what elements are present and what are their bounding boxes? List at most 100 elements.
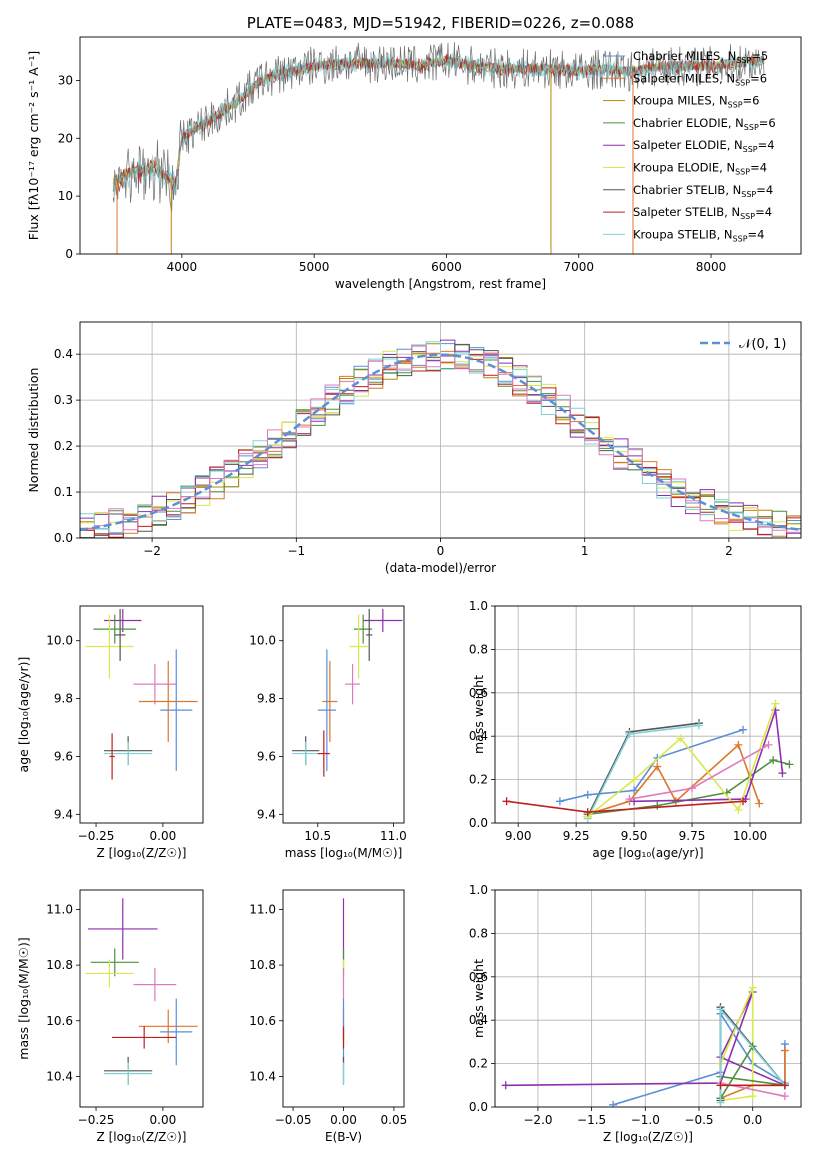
x-tick-label: 11.0 bbox=[380, 829, 407, 843]
errorbar-point bbox=[104, 1062, 153, 1085]
x-tick-label: 0 bbox=[437, 544, 445, 558]
legend-name: Salpeter ELODIE, N bbox=[633, 138, 743, 152]
y-axis-label: mass [log₁₀(M/M☉)] bbox=[16, 937, 31, 1059]
x-axis-label: Z [log₁₀(Z/Z☉)] bbox=[603, 1130, 693, 1144]
weight-marker bbox=[555, 797, 564, 806]
x-tick-label: 2 bbox=[725, 544, 733, 558]
weight-marker bbox=[583, 808, 592, 817]
errorbar-point bbox=[160, 649, 193, 771]
weight-marker bbox=[778, 769, 787, 778]
axes-frame bbox=[79, 321, 802, 539]
legend-tail: =4 bbox=[755, 205, 772, 219]
weight-marker bbox=[625, 795, 634, 804]
y-tick-label: 0.0 bbox=[54, 531, 73, 545]
axes-frame bbox=[79, 36, 802, 255]
legend-name: Kroupa MILES, N bbox=[633, 94, 728, 108]
errorbar-point bbox=[104, 608, 142, 633]
legend-tail: =4 bbox=[750, 161, 767, 175]
y-tick-label: 10.8 bbox=[249, 958, 276, 972]
x-axis-label: E(B-V) bbox=[325, 1130, 362, 1144]
x-tick-label: 4000 bbox=[167, 260, 198, 274]
weight-marker bbox=[769, 756, 778, 765]
weight-marker bbox=[716, 1081, 725, 1090]
x-tick-label: 9.00 bbox=[505, 829, 532, 843]
x-axis-label: Z [log₁₀(Z/Z☉)] bbox=[97, 846, 187, 860]
chart-title: PLATE=0483, MJD=51942, FIBERID=0226, z=0… bbox=[247, 14, 634, 32]
y-tick-label: 10.0 bbox=[46, 634, 73, 648]
weight-marker bbox=[653, 753, 662, 762]
errorbar-point bbox=[109, 733, 115, 780]
axes-frame bbox=[282, 889, 405, 1108]
errorbar-point bbox=[345, 663, 361, 705]
y-tick-label: 9.4 bbox=[257, 807, 276, 821]
legend-entry: Kroupa ELODIE, NSSP=4 bbox=[633, 161, 767, 177]
x-tick-label: 5000 bbox=[299, 260, 330, 274]
weight-marker bbox=[748, 983, 757, 992]
legend-tail: =6 bbox=[759, 116, 776, 130]
x-tick-label: 7000 bbox=[563, 260, 594, 274]
weight-marker bbox=[676, 734, 685, 743]
legend-sub: SSP bbox=[741, 190, 756, 199]
legend-sub: SSP bbox=[744, 123, 759, 132]
y-tick-label: 0.6 bbox=[469, 686, 488, 700]
legend-name: Kroupa ELODIE, N bbox=[633, 161, 735, 175]
axes-frame bbox=[79, 605, 204, 824]
x-tick-label: −0.25 bbox=[78, 829, 115, 843]
weight-marker bbox=[755, 799, 764, 808]
legend-entry: Kroupa STELIB, NSSP=4 bbox=[633, 227, 764, 243]
weight-series-3 bbox=[587, 743, 761, 816]
y-tick-label: 0.4 bbox=[469, 1013, 488, 1027]
weight-marker bbox=[748, 1092, 757, 1101]
x-tick-label: 6000 bbox=[431, 260, 462, 274]
panel-weight-z: −2.0 −1.5 −1.0 −0.5 0.0 0.0 0.2 0.4 0.6 0.8 1.0 Z [… bbox=[469, 883, 802, 1144]
errorbar-point bbox=[349, 614, 368, 679]
panel-residuals: −2 −1 0 1 2 0.0 0.1 0.2 0.3 0.4 (data-model)/error… bbox=[26, 321, 802, 575]
x-axis-label: age [log₁₀(age/yr)] bbox=[592, 846, 703, 860]
errorbar-point bbox=[114, 608, 126, 661]
weight-marker bbox=[734, 805, 743, 814]
y-axis-label: mass weight bbox=[471, 675, 486, 754]
weight-series-5 bbox=[634, 709, 784, 803]
histogram-series-9 bbox=[80, 345, 801, 533]
errorbar-point bbox=[85, 614, 134, 679]
legend-tail: =4 bbox=[748, 227, 765, 241]
legend-entry: Kroupa MILES, NSSP=6 bbox=[633, 94, 759, 110]
weight-marker bbox=[695, 721, 703, 730]
weight-marker bbox=[653, 801, 662, 810]
y-axis-label: Flux [fλ10⁻¹⁷ erg cm⁻² s⁻¹ A⁻¹] bbox=[26, 51, 41, 240]
weight-marker bbox=[771, 699, 780, 708]
weight-marker bbox=[583, 790, 592, 799]
weight-marker bbox=[630, 775, 639, 784]
legend-name: Chabrier MILES, N bbox=[633, 49, 736, 63]
axes-frame bbox=[494, 605, 802, 824]
legend-sub: SSP bbox=[736, 56, 751, 65]
weight-lines bbox=[501, 983, 789, 1107]
y-tick-label: 0.0 bbox=[469, 816, 488, 830]
spectrum-series-8 bbox=[112, 52, 765, 195]
legend-name: Salpeter STELIB, N bbox=[633, 205, 740, 219]
legend-entry: Chabrier MILES, NSSP=5 bbox=[633, 49, 768, 65]
legend-tail: =6 bbox=[743, 94, 760, 108]
x-tick-label: −2.0 bbox=[523, 1113, 552, 1127]
errorbar-point bbox=[112, 1026, 177, 1049]
weight-marker bbox=[630, 786, 639, 795]
weight-marker bbox=[739, 797, 748, 806]
axes-frame bbox=[79, 889, 204, 1108]
errorbar-point bbox=[160, 998, 193, 1066]
y-axis-label: age [log₁₀(age/yr)] bbox=[16, 657, 31, 773]
legend-entry: Salpeter MILES, NSSP=6 bbox=[633, 71, 767, 87]
x-tick-label: 1 bbox=[581, 544, 589, 558]
x-tick-label: −1.5 bbox=[577, 1113, 606, 1127]
weight-marker bbox=[688, 784, 697, 793]
x-tick-label: 9.75 bbox=[679, 829, 706, 843]
y-tick-label: 10.6 bbox=[46, 1014, 73, 1028]
y-tick-label: 1.0 bbox=[469, 599, 488, 613]
x-tick-label: 0.00 bbox=[330, 1113, 357, 1127]
y-tick-label: 0.8 bbox=[469, 642, 488, 656]
legend-sub: SSP bbox=[735, 78, 750, 87]
weight-marker bbox=[653, 762, 662, 771]
panel-mass-age: 10.5 11.0 9.4 9.6 9.8 10.0 mass [log₁₀(M/M☉)] bbox=[249, 605, 407, 860]
y-axis-label: Normed distribution bbox=[26, 368, 41, 493]
x-tick-label: 0.05 bbox=[381, 1113, 408, 1127]
y-tick-label: 0.2 bbox=[469, 1057, 488, 1071]
